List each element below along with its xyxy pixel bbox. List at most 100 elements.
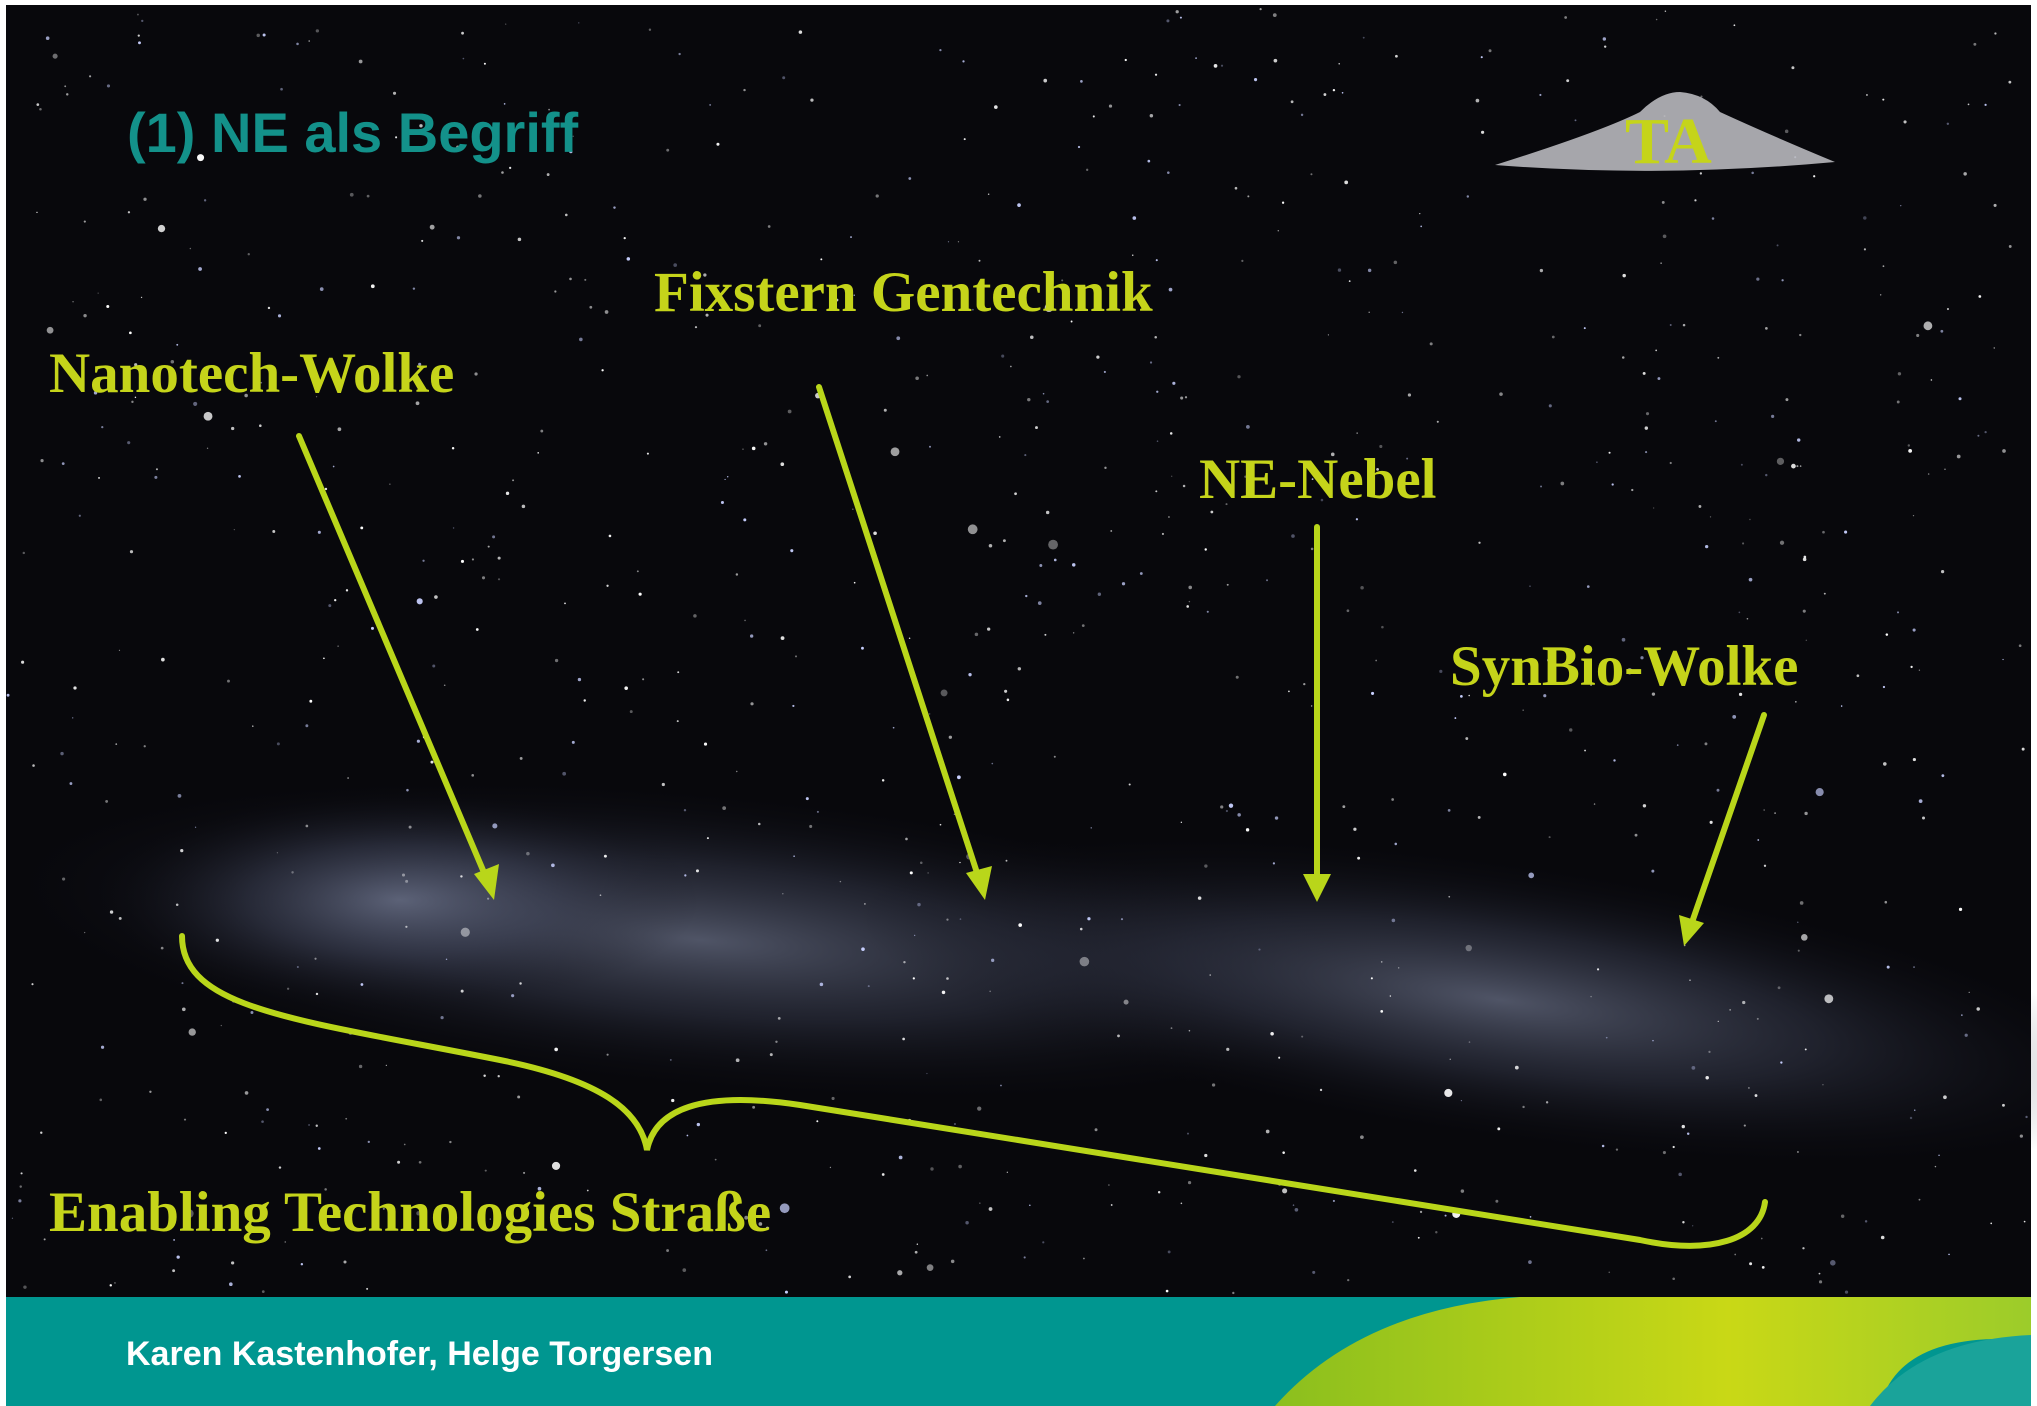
star [1091,827,1092,828]
star [1369,312,1370,313]
star [1168,1250,1171,1253]
star [1757,839,1759,841]
star [268,307,270,309]
star [184,1119,186,1121]
star [2008,81,2011,84]
star [1796,465,1798,467]
star [600,894,602,896]
star [958,1165,962,1169]
star [413,287,415,289]
star [1712,217,1715,220]
star [1596,462,1597,463]
star [1816,788,1824,796]
star [440,1016,443,1019]
star [1913,966,1915,968]
star [1908,444,1910,446]
star [457,236,460,239]
star [1414,1169,1417,1172]
star [138,41,141,44]
star [795,655,797,657]
star [472,558,474,560]
star [810,98,813,101]
star [291,871,293,873]
star [1670,324,1672,326]
star [225,1132,227,1134]
star [1469,1041,1471,1043]
star [1124,1000,1129,1005]
star [2020,1134,2023,1137]
star [1539,94,1541,96]
star [1612,483,1614,485]
star [806,797,809,800]
star [1489,49,1492,52]
star [1780,1061,1782,1063]
star [1976,1007,1979,1010]
star [12,1218,13,1219]
star [1958,397,1961,400]
star [1584,327,1586,329]
star [1363,37,1365,39]
star [627,257,631,261]
star [1645,451,1647,453]
star [537,452,539,454]
star [106,305,109,308]
star [231,427,234,430]
star [1499,392,1503,396]
star [1660,263,1661,264]
star [517,1095,520,1098]
star [696,869,699,872]
star [1082,624,1085,627]
star [884,409,887,412]
star [1705,742,1708,745]
star [1046,511,1049,514]
star [1755,1094,1758,1097]
star [758,324,761,327]
star [1043,79,1047,83]
star [417,598,423,604]
star [1594,803,1595,804]
star [161,947,164,950]
star [1394,261,1398,265]
star [1347,1279,1349,1281]
star [1205,548,1207,550]
star [143,198,146,201]
star [1765,327,1768,330]
star [2002,659,2003,660]
star [1656,19,1658,21]
star [386,1065,387,1066]
star [962,60,964,62]
star [1968,103,1970,105]
star [430,761,433,764]
star [1080,80,1083,83]
star [262,1290,265,1293]
star [1391,798,1394,801]
star [1947,123,1949,125]
star [1402,312,1403,313]
label: Enabling Technologies Straße [49,1181,771,1244]
star [404,1144,406,1146]
star [782,893,783,894]
star [1187,1133,1189,1135]
star [178,794,182,798]
star [578,678,581,681]
star [1824,994,1833,1003]
star [1609,452,1611,454]
star [766,1249,768,1251]
star [1718,1021,1719,1022]
star [1549,404,1552,407]
star [781,636,785,640]
star [1883,686,1885,688]
star [1653,507,1654,508]
star [1897,401,1900,404]
star [1597,968,1599,970]
star [1338,268,1341,271]
star [1310,173,1312,175]
star [1677,744,1679,746]
star [896,336,900,340]
star [1885,901,1888,904]
star [1616,1148,1618,1150]
star [1756,277,1759,280]
star [1320,1089,1322,1091]
star [1802,1247,1804,1249]
star [716,143,719,146]
